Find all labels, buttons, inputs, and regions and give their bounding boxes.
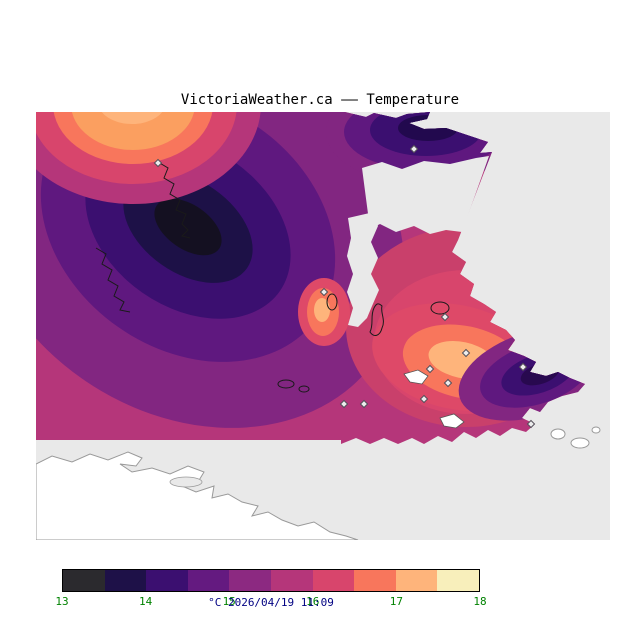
colorbar-segment <box>395 570 438 591</box>
colorbar-segment <box>312 570 355 591</box>
colorbar <box>62 569 480 592</box>
island-small-1 <box>550 428 566 440</box>
island-small-2 <box>570 437 590 449</box>
colorbar-segment <box>354 570 396 591</box>
station-marker <box>443 378 453 388</box>
lake-outline-prospect <box>326 293 338 311</box>
colorbar-segment <box>270 570 313 591</box>
station-marker <box>153 158 163 168</box>
water-gap-saanich-inlet <box>347 212 379 327</box>
colorbar-segment <box>229 570 271 591</box>
station-marker <box>425 364 435 374</box>
lake-outline-east <box>430 301 450 315</box>
station-marker <box>526 419 536 429</box>
station-marker <box>409 144 419 154</box>
station-marker <box>359 399 369 409</box>
station-marker <box>518 362 528 372</box>
colorbar-segment <box>63 570 105 591</box>
station-marker <box>419 394 429 404</box>
lake-outline-elk <box>369 303 384 336</box>
harbour-patch-esquimalt <box>403 369 429 385</box>
colorbar-tick-label: 18 <box>473 595 487 608</box>
warm-patch-west <box>298 278 350 346</box>
lake-outline-thetis <box>298 385 310 393</box>
island-small-3 <box>591 426 601 434</box>
contour-band <box>398 115 458 141</box>
coastline-squiggle-north <box>157 161 191 239</box>
station-marker <box>461 348 471 358</box>
map-title: VictoriaWeather.ca —— Temperature <box>180 92 460 108</box>
station-marker <box>339 399 349 409</box>
coastline-squiggle-west <box>95 247 131 313</box>
colorbar-tick-label: 14 <box>138 595 153 608</box>
contour-band <box>71 112 195 150</box>
station-marker <box>440 312 450 322</box>
colorbar-tick-label: 16 <box>306 595 320 608</box>
colorbar-segment <box>146 570 188 591</box>
colorbar-ticks: 13 14 15 16 17 18 <box>55 595 486 609</box>
colorbar-segment <box>104 570 147 591</box>
station-marker <box>319 287 329 297</box>
contour-band <box>154 198 222 256</box>
colorbar-tick-label: 13 <box>55 595 69 608</box>
inlet-in-land <box>169 476 203 488</box>
colorbar-tick-label: 17 <box>389 595 404 608</box>
contour-band <box>314 298 330 322</box>
colorbar-segment <box>437 570 479 591</box>
harbour-patch-victoria <box>439 413 465 429</box>
colorbar-segment <box>187 570 230 591</box>
temperature-map-svg <box>36 112 601 540</box>
lake-outline-langford <box>277 379 295 389</box>
land-olympic-peninsula <box>36 451 359 540</box>
station-markers <box>153 144 536 429</box>
warm-blob-northwest <box>36 112 261 204</box>
contour-band <box>98 112 166 124</box>
water-gap-north <box>362 156 489 234</box>
colorbar-tick-label: 15 <box>222 595 236 608</box>
map-area <box>36 112 610 540</box>
